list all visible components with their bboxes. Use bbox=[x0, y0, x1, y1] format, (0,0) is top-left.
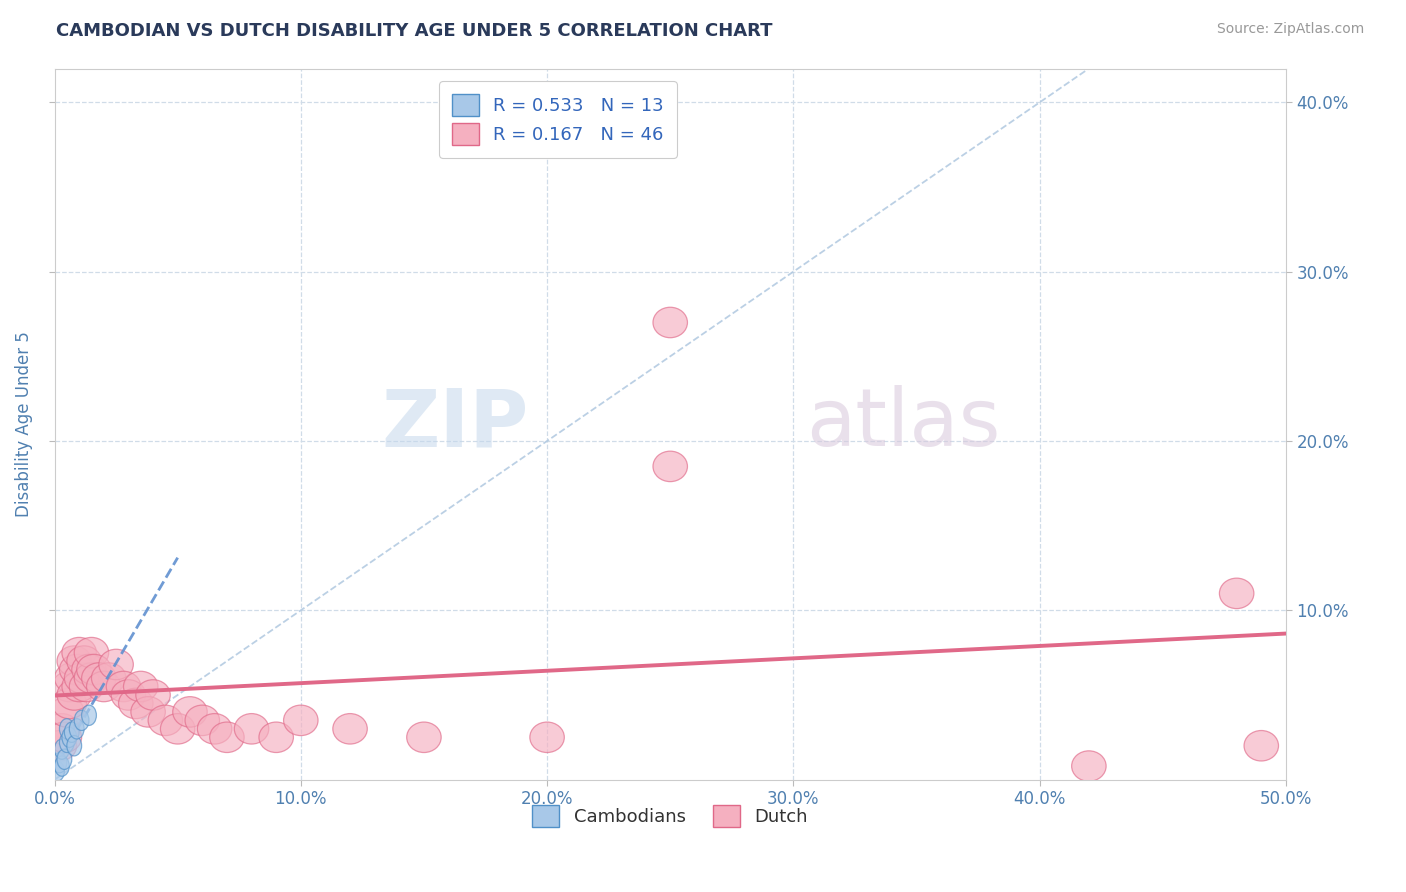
Ellipse shape bbox=[284, 705, 318, 736]
Ellipse shape bbox=[75, 638, 108, 668]
Ellipse shape bbox=[49, 761, 65, 781]
Ellipse shape bbox=[652, 307, 688, 338]
Ellipse shape bbox=[62, 727, 77, 747]
Ellipse shape bbox=[124, 672, 157, 702]
Ellipse shape bbox=[75, 710, 89, 731]
Text: atlas: atlas bbox=[806, 385, 1000, 463]
Ellipse shape bbox=[48, 722, 82, 753]
Ellipse shape bbox=[197, 714, 232, 744]
Ellipse shape bbox=[173, 697, 207, 727]
Text: CAMBODIAN VS DUTCH DISABILITY AGE UNDER 5 CORRELATION CHART: CAMBODIAN VS DUTCH DISABILITY AGE UNDER … bbox=[56, 22, 773, 40]
Ellipse shape bbox=[82, 705, 97, 725]
Ellipse shape bbox=[118, 689, 153, 719]
Ellipse shape bbox=[111, 680, 146, 710]
Ellipse shape bbox=[52, 689, 87, 719]
Legend: Cambodians, Dutch: Cambodians, Dutch bbox=[526, 798, 815, 835]
Ellipse shape bbox=[52, 753, 67, 772]
Ellipse shape bbox=[209, 722, 245, 753]
Ellipse shape bbox=[72, 655, 107, 685]
Ellipse shape bbox=[1244, 731, 1278, 761]
Ellipse shape bbox=[67, 646, 101, 676]
Ellipse shape bbox=[65, 722, 79, 742]
Ellipse shape bbox=[65, 663, 98, 693]
Ellipse shape bbox=[98, 649, 134, 680]
Ellipse shape bbox=[107, 672, 141, 702]
Text: ZIP: ZIP bbox=[381, 385, 529, 463]
Ellipse shape bbox=[77, 655, 111, 685]
Ellipse shape bbox=[259, 722, 294, 753]
Ellipse shape bbox=[160, 714, 195, 744]
Y-axis label: Disability Age Under 5: Disability Age Under 5 bbox=[15, 331, 32, 517]
Ellipse shape bbox=[136, 680, 170, 710]
Ellipse shape bbox=[59, 719, 75, 739]
Ellipse shape bbox=[69, 719, 84, 739]
Ellipse shape bbox=[55, 739, 69, 759]
Ellipse shape bbox=[1071, 751, 1107, 781]
Ellipse shape bbox=[45, 714, 79, 744]
Ellipse shape bbox=[58, 749, 72, 770]
Ellipse shape bbox=[62, 638, 97, 668]
Text: Source: ZipAtlas.com: Source: ZipAtlas.com bbox=[1216, 22, 1364, 37]
Ellipse shape bbox=[91, 663, 127, 693]
Ellipse shape bbox=[58, 680, 91, 710]
Ellipse shape bbox=[652, 451, 688, 482]
Ellipse shape bbox=[67, 736, 82, 756]
Ellipse shape bbox=[148, 705, 183, 736]
Ellipse shape bbox=[49, 697, 84, 727]
Ellipse shape bbox=[42, 731, 77, 761]
Ellipse shape bbox=[55, 756, 69, 776]
Ellipse shape bbox=[87, 672, 121, 702]
Ellipse shape bbox=[75, 663, 108, 693]
Ellipse shape bbox=[530, 722, 564, 753]
Ellipse shape bbox=[333, 714, 367, 744]
Ellipse shape bbox=[52, 672, 87, 702]
Ellipse shape bbox=[59, 732, 75, 753]
Ellipse shape bbox=[1219, 578, 1254, 608]
Ellipse shape bbox=[131, 697, 166, 727]
Ellipse shape bbox=[235, 714, 269, 744]
Ellipse shape bbox=[62, 672, 97, 702]
Ellipse shape bbox=[69, 672, 104, 702]
Ellipse shape bbox=[82, 663, 117, 693]
Ellipse shape bbox=[406, 722, 441, 753]
Ellipse shape bbox=[58, 646, 91, 676]
Ellipse shape bbox=[186, 705, 219, 736]
Ellipse shape bbox=[59, 655, 94, 685]
Ellipse shape bbox=[55, 663, 89, 693]
